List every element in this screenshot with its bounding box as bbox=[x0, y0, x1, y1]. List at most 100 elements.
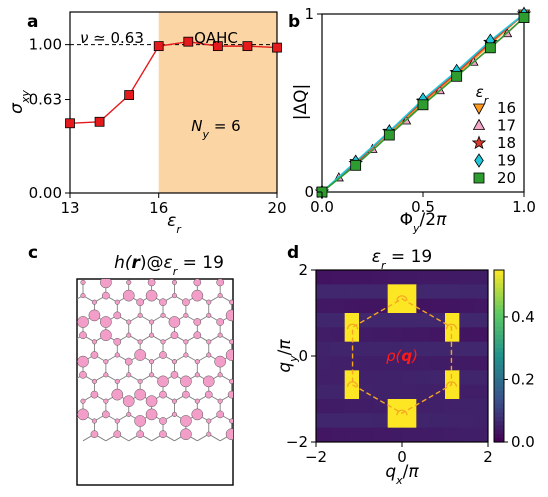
legend-label-19: 19 bbox=[497, 152, 516, 170]
colorbar-segment bbox=[494, 304, 504, 310]
series-point-20 bbox=[350, 159, 362, 171]
heatmap-cell bbox=[430, 298, 446, 314]
heatmap-cell bbox=[359, 356, 374, 371]
heatmap-cell bbox=[459, 341, 475, 357]
heatmap-cell bbox=[359, 298, 374, 314]
heatmap-cell bbox=[402, 284, 417, 300]
heatmap-cell bbox=[344, 284, 360, 300]
colorbar-segment bbox=[494, 287, 504, 293]
lattice-site bbox=[149, 319, 155, 325]
series-point-20 bbox=[383, 129, 395, 141]
lattice-site bbox=[171, 411, 178, 417]
heatmap-cell bbox=[473, 313, 489, 328]
colorbar-segment bbox=[494, 437, 504, 443]
heatmap-cell bbox=[359, 284, 374, 300]
colorbar-segment bbox=[494, 291, 504, 297]
lattice-site bbox=[114, 378, 120, 384]
legend-marker-20 bbox=[473, 172, 485, 184]
heatmap-cell bbox=[316, 384, 331, 400]
heatmap-cell bbox=[344, 313, 360, 328]
ny-annotation: Ny = 6 bbox=[191, 117, 240, 141]
lattice-site bbox=[217, 372, 223, 378]
lattice-site bbox=[80, 293, 86, 299]
lattice-site bbox=[149, 372, 155, 378]
x-tick-label-b: 1.0 bbox=[512, 198, 536, 216]
legend-marker-19 bbox=[474, 153, 484, 168]
heatmap-cell bbox=[402, 356, 417, 371]
heatmap-cell bbox=[473, 370, 489, 386]
x-tick-label-b: 0.0 bbox=[310, 198, 334, 216]
sigma-point bbox=[65, 118, 75, 129]
colorbar-segment bbox=[494, 381, 504, 387]
heatmap-cell bbox=[430, 270, 446, 285]
heatmap-cell bbox=[373, 384, 389, 400]
y-tick-label-d: −2 bbox=[286, 433, 308, 451]
colorbar-segment bbox=[494, 360, 504, 366]
panel-label-a: a bbox=[27, 12, 38, 32]
lattice-site bbox=[217, 293, 223, 299]
colorbar-segment bbox=[494, 368, 504, 374]
legend-label-17: 17 bbox=[497, 117, 516, 135]
colorbar-segment bbox=[494, 429, 504, 434]
lattice-site bbox=[91, 418, 97, 424]
heatmap-cell bbox=[373, 284, 389, 300]
heatmap-cell bbox=[344, 270, 360, 285]
lattice-site bbox=[79, 331, 87, 340]
colorbar-segment bbox=[494, 317, 504, 323]
heatmap-cell bbox=[387, 341, 403, 357]
heatmap-cell bbox=[430, 370, 446, 386]
colorbar-segment bbox=[494, 300, 504, 305]
sigma-point bbox=[212, 41, 223, 52]
heatmap-cell bbox=[416, 270, 432, 285]
lattice-site bbox=[80, 279, 86, 285]
lattice-site bbox=[191, 408, 204, 421]
heatmap-cell bbox=[402, 327, 417, 343]
heatmap-cell bbox=[445, 427, 460, 443]
heatmap-cell bbox=[373, 427, 389, 443]
heatmap-cell bbox=[473, 356, 489, 371]
heatmap-cell bbox=[445, 298, 460, 314]
colorbar-segment bbox=[494, 270, 504, 275]
heatmap-cell bbox=[330, 399, 346, 414]
peak-arc bbox=[396, 295, 408, 301]
lattice-site bbox=[126, 372, 132, 378]
lattice-site bbox=[206, 312, 212, 318]
heatmap-cell bbox=[445, 313, 460, 328]
heatmap-cell bbox=[387, 327, 403, 343]
lattice-site bbox=[225, 349, 233, 361]
heatmap-cell bbox=[330, 384, 346, 400]
colorbar-segment bbox=[494, 343, 504, 348]
lattice-site bbox=[145, 289, 158, 302]
lattice-site bbox=[206, 339, 212, 345]
heatmap-cell bbox=[387, 270, 403, 285]
lattice-site bbox=[193, 331, 202, 340]
heatmap-cell bbox=[359, 313, 374, 328]
heatmap-cell bbox=[330, 313, 346, 328]
colorbar-segment bbox=[494, 347, 504, 353]
heatmap-cell bbox=[473, 341, 489, 357]
axes-frame-a bbox=[69, 11, 278, 194]
peak-arc bbox=[346, 323, 359, 330]
lattice-site bbox=[103, 372, 109, 378]
heatmap-title: εr = 19 bbox=[372, 247, 432, 272]
sigma-point bbox=[94, 116, 105, 127]
heatmap-cell bbox=[330, 341, 346, 357]
lattice-site bbox=[100, 279, 112, 289]
heatmap-cell bbox=[430, 427, 446, 443]
x-tick-label-a: 13 bbox=[60, 199, 79, 217]
colorbar-segment bbox=[494, 407, 504, 413]
heatmap-cell bbox=[373, 313, 389, 328]
lattice-site bbox=[80, 398, 86, 404]
lattice-site bbox=[77, 355, 89, 368]
lattice-site bbox=[159, 417, 167, 425]
heatmap-cell bbox=[402, 413, 417, 429]
lattice-site bbox=[145, 395, 158, 408]
lattice-site bbox=[182, 390, 190, 399]
lattice-site bbox=[225, 428, 233, 441]
heatmap-cell bbox=[445, 341, 460, 357]
heatmap-cell bbox=[459, 270, 475, 285]
lattice-site bbox=[77, 316, 89, 328]
heatmap-cell bbox=[387, 413, 403, 429]
heatmap-cell bbox=[459, 427, 475, 443]
